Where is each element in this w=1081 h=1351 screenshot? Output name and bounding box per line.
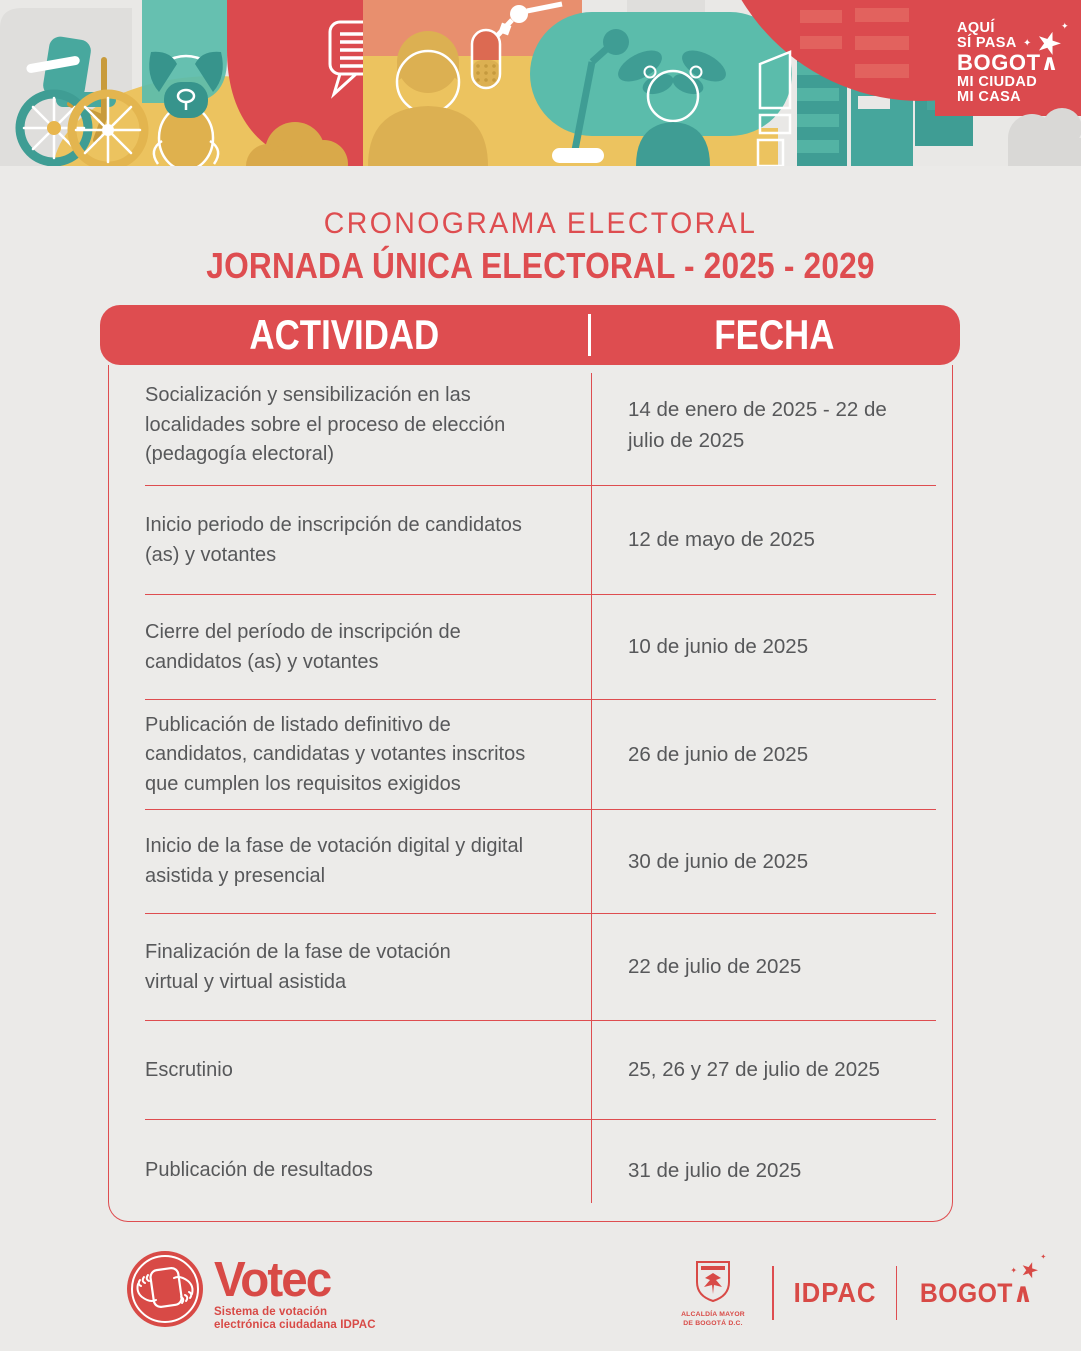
desk-lamp-icon (552, 29, 629, 163)
schedule-table: Socialización y sensibilización en las l… (108, 365, 953, 1222)
government-logos: ALCALDÍA MAYOR DE BOGOTÁ D.C. IDPAC BOGO… (670, 1254, 1046, 1329)
table-row: Publicación de listado definitivo de can… (109, 700, 952, 810)
date-cell: 31 de julio de 2025 (628, 1158, 802, 1182)
page-kicker: CRONOGRAMA ELECTORAL (323, 207, 758, 240)
brand-line: SÍ PASA (957, 34, 1017, 51)
activity-cell: Finalización de la fase de votación virt… (145, 940, 451, 993)
alcaldia-text: ALCALDÍA MAYOR DE BOGOTÁ D.C. (670, 1311, 756, 1329)
column-header-date: FECHA (588, 305, 960, 365)
activity-cell: Escrutinio (145, 1058, 233, 1081)
sparkle-icon: ✦ (1061, 21, 1069, 31)
column-header-activity: ACTIVIDAD (100, 305, 588, 365)
date-cell: 10 de junio de 2025 (628, 635, 809, 659)
votec-logo: Votec Sistema de votación electrónica ci… (126, 1250, 376, 1333)
sparkle-icon: ✦ (1010, 1265, 1018, 1275)
activity-cell: Publicación de listado definitivo de can… (145, 713, 526, 795)
activity-cell: Publicación de resultados (145, 1159, 373, 1182)
exclamation-shapes (756, 50, 792, 166)
bogota-brand-logo: AQUÍ SÍ PASA BOGOT∧ MI CIUDAD MI CASA ★ … (957, 20, 1069, 105)
cloud-yellow (246, 122, 348, 166)
brand-line: MI CASA (957, 88, 1022, 105)
date-cell: 22 de julio de 2025 (628, 955, 802, 979)
cloud-gray-icon (1008, 108, 1081, 166)
table-row: Inicio periodo de inscripción de candida… (109, 486, 952, 595)
dog-icon (149, 51, 223, 166)
alcaldia-line2: DE BOGOTÁ D.C. (683, 1319, 743, 1327)
alcaldia-line1: ALCALDÍA MAYOR (681, 1311, 745, 1318)
votec-wordmark: Votec (214, 1253, 332, 1307)
brand-line: BOGOT∧ (957, 49, 1060, 75)
votec-hands-icon (127, 1251, 203, 1327)
leaf-person-icon (618, 50, 726, 166)
wheelchair-icon (15, 36, 149, 166)
brand-line: AQUÍ (957, 20, 995, 36)
bogota-wordmark: BOGOT∧ ★ ✦ ✦ (915, 1254, 1046, 1309)
header-banner: AQUÍ SÍ PASA BOGOT∧ MI CIUDAD MI CASA ★ … (0, 0, 1081, 166)
person-microphone-icon (368, 1, 563, 166)
table-row: Cierre del período de inscripción de can… (109, 595, 952, 700)
table-row: Finalización de la fase de votación virt… (109, 914, 952, 1021)
logo-divider (895, 1266, 898, 1321)
header-divider (588, 314, 591, 356)
activity-cell: Inicio de la fase de votación digital y … (145, 835, 524, 887)
date-cell: 25, 26 y 27 de julio de 2025 (628, 1058, 880, 1082)
table-row: Inicio de la fase de votación digital y … (109, 810, 952, 914)
alcaldia-crest-icon (696, 1261, 730, 1303)
votec-tagline: Sistema de votación electrónica ciudadan… (214, 1305, 376, 1332)
sparkle-icon: ✦ (1040, 1253, 1047, 1261)
sparkle-icon: ✦ (1023, 38, 1032, 49)
activity-cell: Inicio periodo de inscripción de candida… (145, 513, 522, 566)
star-icon: ★ ✦ ✦ (1023, 21, 1073, 69)
star-icon: ★ ✦ ✦ (1010, 1254, 1050, 1285)
banner-illustration (0, 0, 1081, 166)
idpac-wordmark: IDPAC (793, 1277, 876, 1309)
logo-divider (772, 1266, 774, 1321)
votec-text: Votec Sistema de votación electrónica ci… (214, 1253, 376, 1333)
star-icon: ★ (1017, 1256, 1043, 1285)
table-header: ACTIVIDAD FECHA (100, 305, 960, 365)
table-row: Socialización y sensibilización en las l… (109, 365, 952, 486)
alcaldia-logo: ALCALDÍA MAYOR DE BOGOTÁ D.C. (670, 1258, 756, 1329)
date-cell: 12 de mayo de 2025 (628, 528, 815, 552)
column-header-date-label: FECHA (713, 311, 835, 358)
column-header-activity-label: ACTIVIDAD (249, 311, 439, 358)
table-row: Escrutinio 25, 26 y 27 de julio de 2025 (109, 1021, 952, 1120)
bogota-wordmark-text: BOGOT∧ (919, 1277, 1034, 1308)
date-cell: 26 de junio de 2025 (628, 742, 809, 766)
page-title: JORNADA ÚNICA ELECTORAL - 2025 - 2029 (206, 245, 875, 286)
activity-cell: Cierre del período de inscripción de can… (145, 620, 461, 673)
date-cell: 14 de enero de 2025 - 22 de julio de 202… (628, 397, 887, 452)
brand-line: MI CIUDAD (957, 74, 1038, 90)
table-row: Publicación de resultados 31 de julio de… (109, 1120, 952, 1222)
date-cell: 30 de junio de 2025 (628, 849, 809, 873)
activity-cell: Socialización y sensibilización en las l… (145, 384, 506, 466)
